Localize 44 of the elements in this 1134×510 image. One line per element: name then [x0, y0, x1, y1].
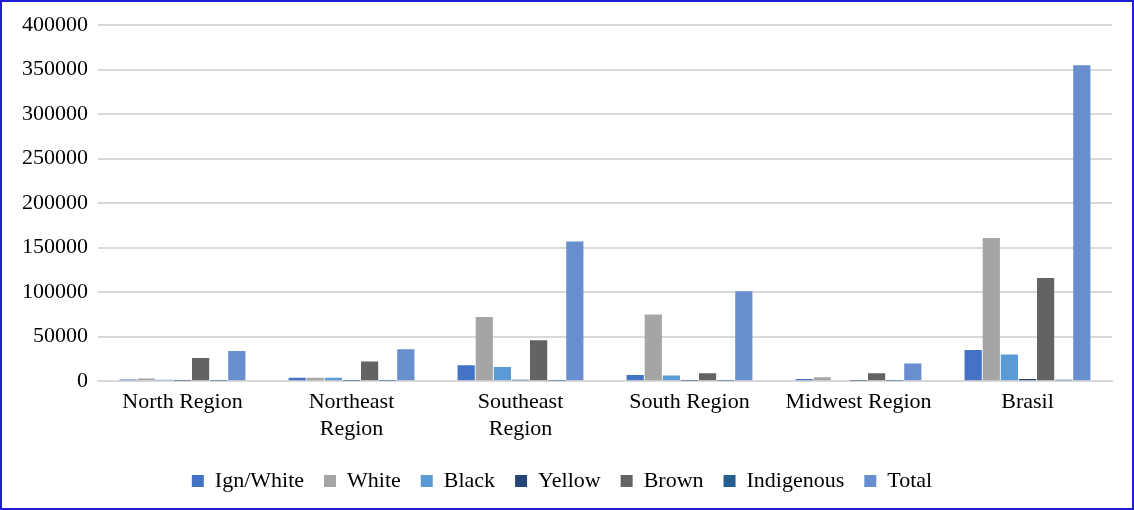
x-tick-label: North Region	[122, 388, 243, 414]
bar	[626, 374, 644, 381]
bar	[228, 350, 246, 381]
bar	[397, 349, 415, 381]
bar	[735, 291, 753, 381]
bar	[982, 237, 1000, 381]
bar	[662, 375, 680, 381]
y-tick-label: 0	[77, 366, 88, 392]
legend-label: Ign/White	[214, 466, 305, 492]
bar	[699, 373, 717, 381]
legend-label: Black	[443, 466, 496, 492]
y-tick-label: 300000	[22, 99, 88, 125]
x-tick-label: Southeast Region	[477, 388, 564, 440]
bar	[964, 350, 982, 381]
bar	[566, 241, 584, 381]
bar	[644, 314, 662, 381]
bar	[1000, 354, 1018, 381]
y-tick-label: 150000	[22, 233, 88, 259]
legend-label: Yellow	[538, 466, 601, 492]
bar	[493, 366, 511, 381]
y-tick-label: 50000	[33, 322, 88, 348]
y-tick-label: 350000	[22, 55, 88, 81]
bar	[457, 365, 475, 381]
legend-label: Brown	[643, 466, 704, 492]
bar	[530, 340, 548, 381]
bar	[1037, 277, 1055, 381]
y-tick-label: 100000	[22, 277, 88, 303]
y-tick-label: 200000	[22, 188, 88, 214]
bar	[361, 361, 379, 381]
y-tick-label: 400000	[22, 10, 88, 36]
x-tick-label: Northeast Region	[308, 388, 395, 440]
legend-label: White	[347, 466, 401, 492]
bar	[475, 317, 493, 381]
x-tick-label: Brasil	[1001, 388, 1054, 414]
legend-label: Indigenous	[746, 466, 845, 492]
bar	[813, 377, 831, 381]
legend-label: Total	[887, 466, 933, 492]
x-tick-label: Midwest Region	[785, 388, 932, 414]
bar	[192, 358, 210, 381]
bar	[904, 363, 922, 381]
y-tick-label: 250000	[22, 144, 88, 170]
bar	[868, 373, 886, 381]
bar	[1073, 65, 1091, 381]
x-tick-label: South Region	[629, 388, 750, 414]
